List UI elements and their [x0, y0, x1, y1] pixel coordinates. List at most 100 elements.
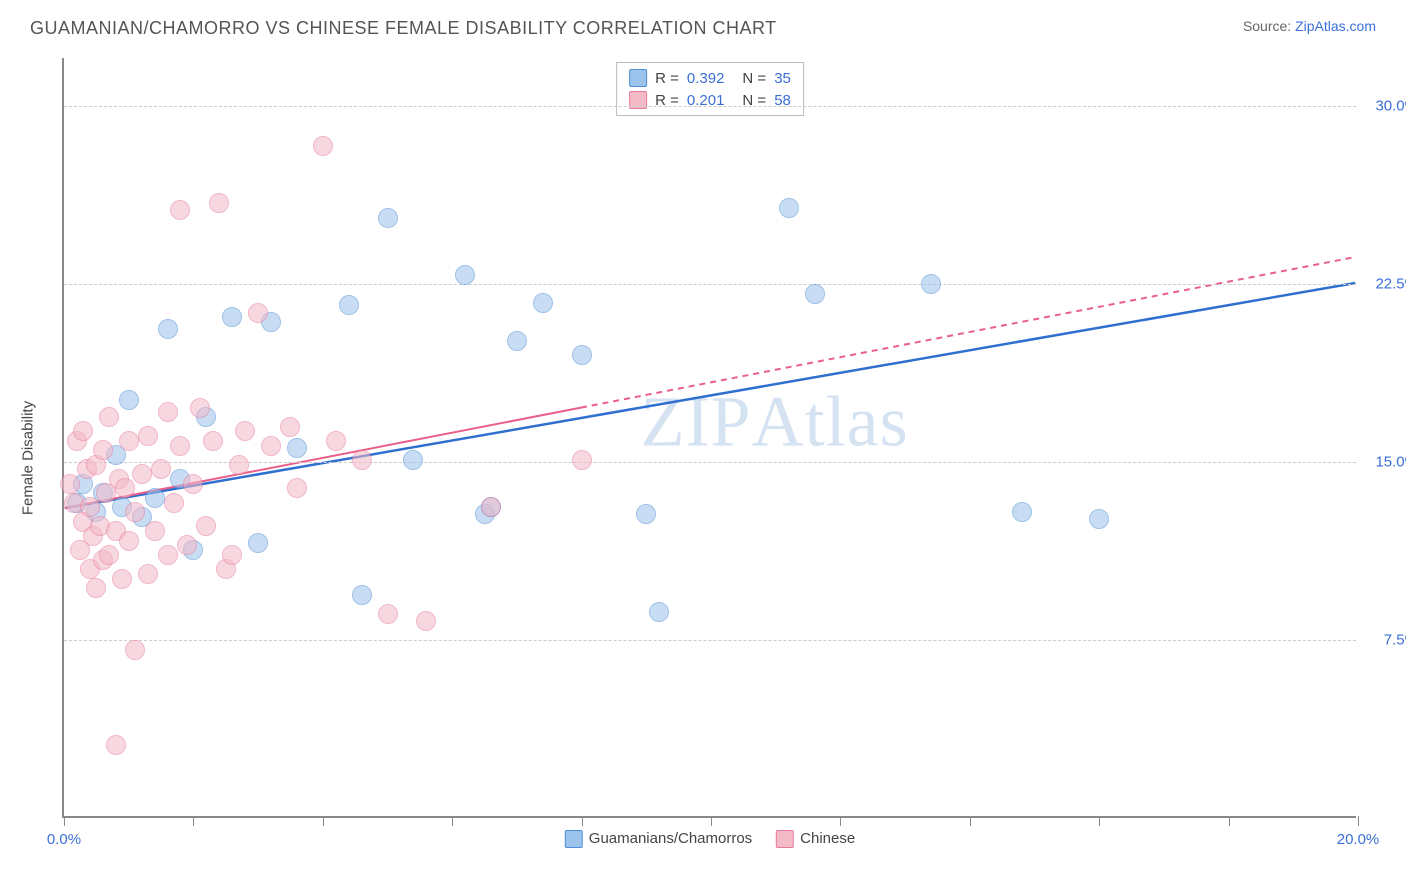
data-point [287, 438, 307, 458]
legend-row: R =0.392 N =35 [629, 67, 791, 89]
data-point [125, 640, 145, 660]
data-point [352, 585, 372, 605]
x-tick [1358, 816, 1359, 826]
data-point [106, 735, 126, 755]
data-point [177, 535, 197, 555]
data-point [209, 193, 229, 213]
data-point [119, 431, 139, 451]
y-tick-label: 7.5% [1363, 631, 1406, 648]
data-point [93, 440, 113, 460]
legend-item: Chinese [776, 830, 855, 848]
x-tick [193, 816, 194, 826]
data-point [170, 200, 190, 220]
x-tick [1099, 816, 1100, 826]
data-point [99, 545, 119, 565]
data-point [119, 390, 139, 410]
data-point [572, 450, 592, 470]
trend-lines [64, 58, 1356, 816]
data-point [1089, 509, 1109, 529]
data-point [481, 497, 501, 517]
gridline [64, 462, 1356, 463]
legend-item: Guamanians/Chamorros [565, 830, 752, 848]
data-point [779, 198, 799, 218]
legend-correlation: R =0.392 N =35 R =0.201 N =58 [616, 62, 804, 116]
data-point [138, 426, 158, 446]
data-point [196, 516, 216, 536]
data-point [132, 464, 152, 484]
plot-area: ZIPAtlas R =0.392 N =35 R =0.201 N =58 G… [62, 58, 1356, 818]
data-point [112, 569, 132, 589]
data-point [86, 578, 106, 598]
data-point [313, 136, 333, 156]
data-point [145, 521, 165, 541]
legend-series: Guamanians/Chamorros Chinese [565, 830, 855, 848]
data-point [507, 331, 527, 351]
data-point [151, 459, 171, 479]
data-point [636, 504, 656, 524]
x-tick [64, 816, 65, 826]
data-point [339, 295, 359, 315]
x-tick [840, 816, 841, 826]
data-point [190, 398, 210, 418]
x-tick [1229, 816, 1230, 826]
y-tick-label: 22.5% [1363, 275, 1406, 292]
data-point [416, 611, 436, 631]
x-tick [582, 816, 583, 826]
data-point [921, 274, 941, 294]
data-point [805, 284, 825, 304]
y-tick-label: 15.0% [1363, 453, 1406, 470]
data-point [119, 531, 139, 551]
data-point [248, 533, 268, 553]
data-point [235, 421, 255, 441]
y-tick-label: 30.0% [1363, 97, 1406, 114]
gridline [64, 284, 1356, 285]
x-tick [970, 816, 971, 826]
data-point [125, 502, 145, 522]
x-tick [323, 816, 324, 826]
data-point [222, 545, 242, 565]
data-point [287, 478, 307, 498]
data-point [352, 450, 372, 470]
data-point [326, 431, 346, 451]
source-link[interactable]: ZipAtlas.com [1295, 18, 1376, 34]
data-point [261, 436, 281, 456]
data-point [73, 421, 93, 441]
data-point [222, 307, 242, 327]
data-point [533, 293, 553, 313]
data-point [248, 303, 268, 323]
data-point [158, 319, 178, 339]
data-point [649, 602, 669, 622]
data-point [158, 545, 178, 565]
x-tick-label: 20.0% [1337, 831, 1380, 848]
y-axis-label: Female Disability [20, 401, 37, 515]
legend-row: R =0.201 N =58 [629, 89, 791, 111]
x-tick [711, 816, 712, 826]
data-point [158, 402, 178, 422]
gridline [64, 106, 1356, 107]
gridline [64, 640, 1356, 641]
data-point [280, 417, 300, 437]
data-point [80, 497, 100, 517]
data-point [455, 265, 475, 285]
x-tick-label: 0.0% [47, 831, 81, 848]
data-point [138, 564, 158, 584]
x-tick [452, 816, 453, 826]
data-point [115, 478, 135, 498]
data-point [145, 488, 165, 508]
data-point [60, 474, 80, 494]
chart-container: Female Disability ZIPAtlas R =0.392 N =3… [30, 58, 1376, 858]
data-point [378, 208, 398, 228]
chart-title: GUAMANIAN/CHAMORRO VS CHINESE FEMALE DIS… [30, 18, 777, 39]
data-point [403, 450, 423, 470]
data-point [183, 474, 203, 494]
data-point [99, 407, 119, 427]
source-label: Source: ZipAtlas.com [1243, 18, 1376, 34]
data-point [203, 431, 223, 451]
data-point [1012, 502, 1032, 522]
data-point [164, 493, 184, 513]
data-point [170, 436, 190, 456]
data-point [378, 604, 398, 624]
data-point [572, 345, 592, 365]
data-point [229, 455, 249, 475]
watermark: ZIPAtlas [641, 380, 909, 463]
